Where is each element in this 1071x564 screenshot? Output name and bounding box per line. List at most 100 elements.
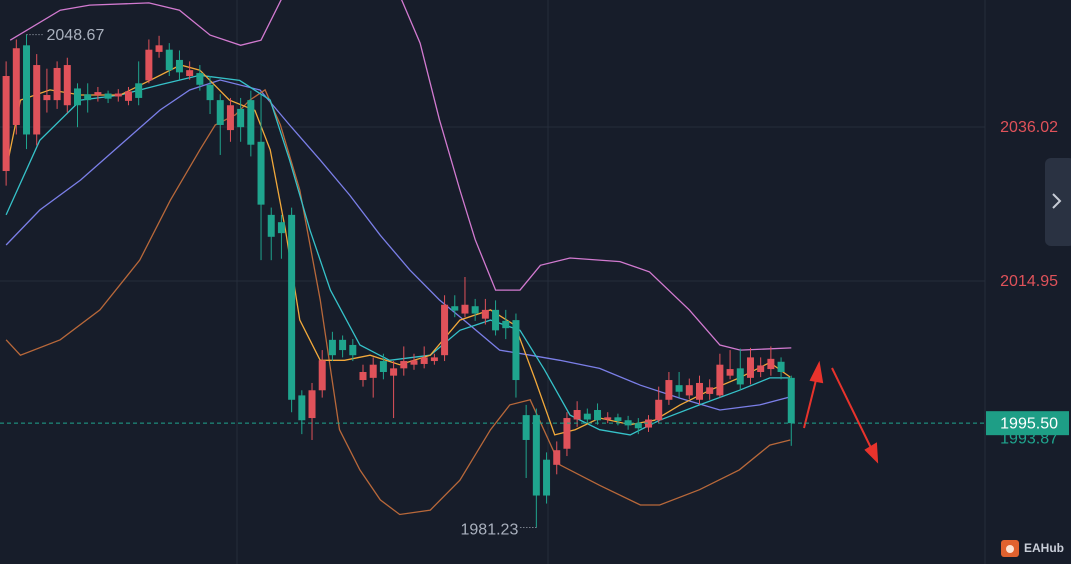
candle-body	[706, 387, 714, 394]
candle-body	[583, 413, 591, 420]
candle-body	[104, 93, 112, 99]
candle-body	[328, 339, 336, 356]
indicator-line	[5, 79, 791, 411]
candle-body	[492, 309, 500, 331]
candle-body	[777, 361, 785, 373]
candle-body	[787, 377, 795, 424]
candle-body	[349, 344, 357, 356]
candle-body	[155, 45, 163, 52]
candle-body	[634, 423, 642, 429]
candle-body	[257, 141, 265, 205]
candle-body	[124, 91, 132, 101]
candle-body	[716, 364, 724, 396]
candle-body	[267, 214, 275, 237]
candle-body	[379, 361, 387, 373]
candle-body	[73, 88, 81, 106]
candle-body	[512, 320, 520, 381]
high-marker-label: 2048.67	[47, 27, 105, 44]
candle-body	[63, 65, 71, 106]
indicator-line	[5, 74, 791, 436]
y-tick-label: 2036.02	[1000, 119, 1058, 136]
candle-body	[461, 304, 469, 314]
candle-body	[175, 59, 183, 73]
candle-body	[216, 100, 224, 125]
candle-body	[135, 83, 143, 98]
candle-body	[614, 417, 622, 421]
indicator-line	[9, 0, 792, 351]
candle-body	[43, 95, 51, 101]
logo: EAHub	[1001, 540, 1064, 557]
candle-body	[237, 108, 245, 128]
arrow-head	[864, 442, 879, 464]
candle-body	[308, 390, 316, 419]
candle-body	[481, 309, 489, 319]
candle-body	[288, 214, 296, 400]
expand-button[interactable]	[1045, 158, 1071, 246]
last-price-label: 1995.50	[1000, 415, 1058, 432]
candle-body	[604, 417, 612, 420]
candle-body	[369, 364, 377, 378]
candle-body	[767, 358, 775, 370]
candle-body	[685, 385, 693, 396]
low-marker-label: 1981.23	[461, 522, 519, 539]
candle-body	[757, 365, 765, 373]
arrow-head	[809, 360, 824, 384]
candle-body	[186, 70, 194, 77]
candle-body	[553, 450, 561, 465]
arrow-down	[831, 367, 874, 453]
chevron-icon[interactable]	[1052, 193, 1062, 209]
candle-body	[339, 339, 347, 351]
candle-body	[94, 92, 102, 96]
candle-body	[665, 380, 673, 400]
candle-body	[84, 94, 92, 101]
candle-body	[645, 419, 653, 428]
watermark: EAHub	[1024, 541, 1064, 555]
candle-body	[502, 320, 510, 329]
candle-body	[226, 105, 234, 131]
logo-icon-face	[1006, 545, 1014, 553]
candle-body	[594, 410, 602, 421]
candle-body	[746, 357, 754, 378]
candle-body	[624, 420, 632, 426]
candle-body	[145, 49, 153, 81]
candle-body	[165, 49, 173, 71]
candle-body	[23, 45, 31, 135]
candle-body	[655, 399, 663, 421]
candle-body	[451, 306, 459, 311]
candle-body	[441, 304, 449, 356]
candle-body	[277, 222, 285, 234]
candle-body	[736, 368, 744, 385]
candle-body	[573, 410, 581, 420]
candle-body	[390, 368, 398, 376]
candle-body	[543, 459, 551, 496]
candle-body	[726, 369, 734, 376]
candle-body	[318, 360, 326, 391]
candle-body	[298, 395, 306, 421]
indicator-line	[5, 88, 791, 516]
candle-body	[196, 73, 204, 85]
candle-body	[471, 306, 479, 314]
candle-body	[430, 357, 438, 362]
candle-body	[563, 418, 571, 449]
y-tick-label: 2014.95	[1000, 273, 1058, 290]
candle-body	[247, 100, 255, 145]
candle-body	[206, 84, 214, 101]
candle-body	[532, 415, 540, 496]
candle-body	[522, 415, 530, 440]
candle-body	[114, 93, 122, 97]
candle-body	[359, 372, 367, 381]
candle-body	[33, 65, 41, 135]
candle-body	[420, 357, 428, 364]
candle-body	[675, 385, 683, 392]
candle-body	[400, 361, 408, 369]
last-price-box	[986, 411, 1069, 436]
candle-body	[12, 48, 20, 125]
candle-body	[410, 360, 418, 365]
candle-body	[2, 76, 10, 172]
candle-body	[695, 382, 703, 400]
candle-body	[53, 67, 61, 101]
plot-area	[0, 0, 985, 528]
forecast-arrows	[803, 360, 879, 464]
